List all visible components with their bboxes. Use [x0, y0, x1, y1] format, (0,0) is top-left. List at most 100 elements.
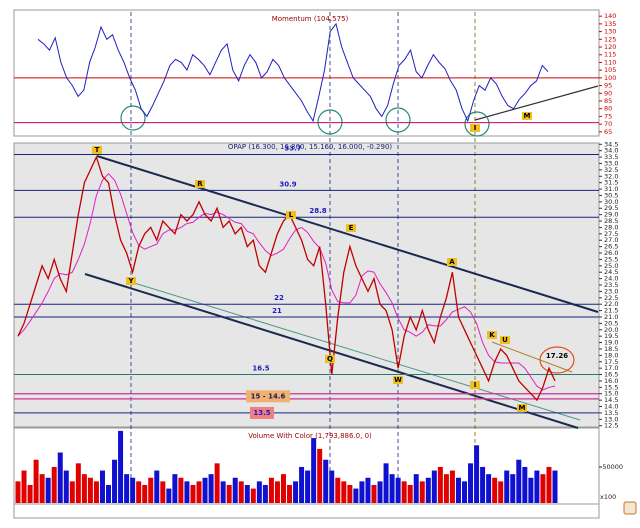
volume-bar — [413, 474, 419, 503]
volume-bar — [124, 474, 130, 503]
circle — [539, 346, 575, 374]
volume-bar — [383, 463, 389, 503]
volume-bar — [250, 488, 256, 503]
y-tick-label: 135 — [604, 20, 616, 28]
y-tick-label: 24.0 — [604, 275, 618, 283]
volume-bar — [226, 484, 232, 503]
annotation-box — [522, 112, 532, 120]
annotation: E — [349, 224, 354, 232]
y-tick-label: -50000 — [600, 463, 623, 471]
level-box — [250, 406, 274, 419]
y-tick-label: 21.5 — [604, 307, 618, 315]
y-tick-label: 23.5 — [604, 281, 618, 289]
volume-bar — [148, 477, 154, 503]
volume-bar — [220, 481, 226, 503]
y-tick-label: 20.0 — [604, 326, 618, 334]
volume-bar — [99, 470, 105, 503]
volume-bar — [45, 477, 51, 503]
y-tick-label: 27.5 — [604, 230, 618, 238]
channel-line — [84, 273, 579, 429]
y-tick-label: 30.5 — [604, 191, 618, 199]
momentum-panel — [13, 9, 600, 137]
y-tick-label: 100 — [604, 74, 616, 82]
y-tick-label: 27.0 — [604, 236, 618, 244]
volume-bar — [63, 470, 69, 503]
annotation: U — [502, 336, 508, 344]
volume-bar — [510, 474, 516, 503]
price-title: OPAP (16.300, 16.300, 15.160, 16.000, -0… — [228, 143, 393, 151]
volume-bar — [455, 477, 461, 503]
annotation: W — [394, 376, 402, 384]
y-tick-label: 16.0 — [604, 377, 618, 385]
volume-bar — [305, 470, 311, 503]
volume-bar — [196, 481, 202, 503]
volume-bar — [480, 466, 486, 503]
volume-bar — [293, 481, 299, 503]
trend-line — [474, 85, 599, 121]
y-tick-label: 85 — [604, 97, 612, 105]
channels — [84, 85, 599, 429]
circle — [120, 105, 146, 131]
volume-bar — [130, 477, 136, 503]
y-tick-label: 17.5 — [604, 358, 618, 366]
volume-bar — [546, 466, 552, 503]
volume-bar — [27, 484, 33, 503]
volume-bar — [15, 481, 21, 503]
momentum-line — [37, 22, 549, 123]
volume-bar — [317, 448, 323, 503]
annotation: Q — [327, 355, 333, 363]
volume-bar — [256, 481, 262, 503]
y-tick-label: 29.5 — [604, 204, 618, 212]
y-tick-label: 28.0 — [604, 223, 618, 231]
volume-bar — [419, 481, 425, 503]
volume-bar — [401, 481, 407, 503]
annotation: R — [197, 180, 203, 188]
cycle-lines — [130, 12, 476, 503]
annotation-box — [126, 277, 136, 285]
y-tick-label: 18.0 — [604, 351, 618, 359]
volume-bar — [353, 488, 359, 503]
y-tick-label: 130 — [604, 28, 616, 36]
y-tick-label: 120 — [604, 43, 616, 51]
volume-bar — [540, 474, 546, 503]
level-label: 22 — [274, 294, 284, 302]
volume-bar — [166, 488, 172, 503]
annotation: I — [474, 124, 477, 132]
volume-bar — [311, 438, 317, 503]
zoom-button[interactable] — [623, 501, 637, 515]
y-tick-label: 32.5 — [604, 166, 618, 174]
annotation-box — [325, 355, 335, 363]
volume-bar — [208, 474, 214, 503]
trend-line — [491, 341, 573, 373]
volume-bar — [516, 459, 522, 503]
circle — [464, 111, 490, 137]
y-tick-label: 30.0 — [604, 198, 618, 206]
annotation-box — [286, 211, 296, 219]
annotation: A — [449, 258, 455, 266]
volume-bar — [468, 463, 474, 503]
y-tick-label: 16.5 — [604, 371, 618, 379]
volume-bar — [474, 445, 480, 503]
y-tick-label: 115 — [604, 51, 616, 59]
volume-bar — [359, 481, 365, 503]
channel-line — [96, 155, 599, 313]
channel-line — [130, 281, 581, 421]
level-label: 13.5 — [253, 409, 270, 417]
volume-bar — [323, 459, 329, 503]
y-tick-label: 70 — [604, 120, 612, 128]
annotation: K — [489, 331, 495, 339]
y-tick-label: 23.0 — [604, 287, 618, 295]
annotation: L — [289, 211, 294, 219]
volume-bar — [280, 474, 286, 503]
volume-bar — [347, 484, 353, 503]
y-tick-label: 28.5 — [604, 217, 618, 225]
volume-bar — [39, 474, 45, 503]
volume-bar — [431, 470, 437, 503]
volume-bar — [443, 474, 449, 503]
volume-bar — [395, 477, 401, 503]
volume-bar — [449, 470, 455, 503]
y-tick-label: 90 — [604, 89, 612, 97]
volume-bar — [299, 466, 305, 503]
y-tick-label: 140 — [604, 12, 616, 20]
volume-bar — [522, 466, 528, 503]
